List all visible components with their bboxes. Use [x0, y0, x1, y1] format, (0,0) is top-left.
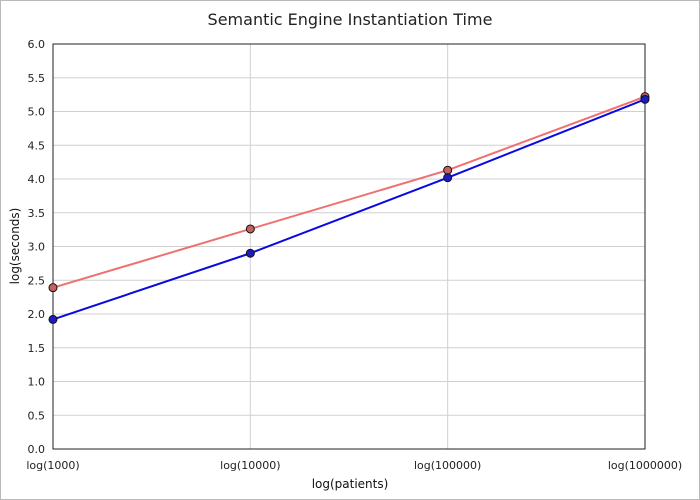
- y-tick-label: 2.0: [28, 308, 46, 321]
- series-point: [48, 314, 58, 324]
- y-tick-label: 3.0: [28, 241, 46, 254]
- y-tick-label: 1.5: [28, 342, 46, 355]
- y-tick-label: 4.5: [28, 139, 46, 152]
- chart-title: Semantic Engine Instantiation Time: [208, 10, 493, 29]
- y-tick-label: 3.5: [28, 207, 46, 220]
- series-point: [443, 173, 453, 183]
- x-axis-label: log(patients): [312, 477, 389, 491]
- tick-labels: 0.0 0.5 1.0 1.5 2.0 2.5 3.0 3.5 4.0 4.5 5.0 5.5 6.0 l…: [26, 38, 682, 472]
- y-tick-label: 5.5: [28, 72, 46, 85]
- y-tick-label: 0.0: [28, 443, 46, 456]
- series-point: [443, 165, 453, 175]
- series-point: [640, 94, 650, 104]
- y-tick-label: 6.0: [28, 38, 46, 51]
- grid-lines: [52, 43, 646, 450]
- series-line: [52, 98, 646, 321]
- x-tick-label: log(1000): [26, 459, 79, 472]
- series-group: [48, 92, 650, 324]
- series-point: [245, 248, 255, 258]
- y-tick-label: 1.0: [28, 376, 46, 389]
- x-tick-label: log(10000): [220, 459, 280, 472]
- x-tick-label: log(1000000): [608, 459, 682, 472]
- series-point: [48, 283, 58, 293]
- y-tick-label: 0.5: [28, 409, 46, 422]
- y-axis-label: log(seconds): [8, 208, 22, 285]
- x-tick-label: log(100000): [414, 459, 481, 472]
- y-tick-label: 4.0: [28, 173, 46, 186]
- y-tick-label: 2.5: [28, 274, 46, 287]
- plot-area-border: [52, 43, 646, 450]
- series-point: [245, 224, 255, 234]
- y-tick-label: 5.0: [28, 106, 46, 119]
- series-line: [52, 95, 646, 289]
